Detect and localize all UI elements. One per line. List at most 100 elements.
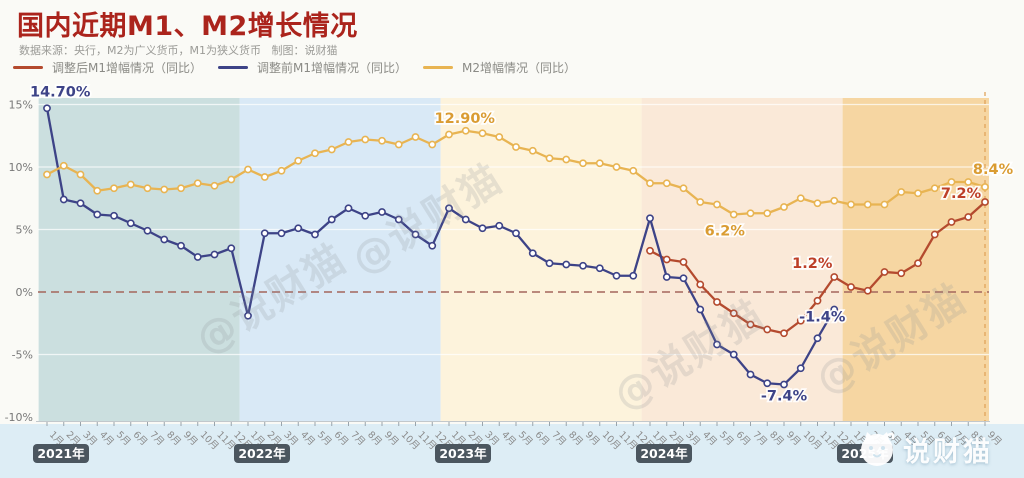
- data-point: [595, 264, 604, 273]
- data-point: [595, 159, 604, 168]
- data-point: [914, 189, 922, 198]
- data-point: [260, 229, 269, 238]
- annotation-label: 12.90%: [435, 111, 496, 127]
- data-point: [562, 155, 571, 164]
- data-point: [629, 271, 638, 280]
- data-point: [361, 135, 370, 144]
- y-tick-label: -5%: [12, 349, 33, 362]
- data-point: [579, 159, 587, 168]
- data-point: [43, 170, 51, 179]
- data-point: [813, 296, 822, 305]
- data-point: [478, 224, 487, 233]
- data-point: [294, 224, 303, 233]
- data-point: [428, 241, 437, 250]
- data-point: [897, 188, 906, 196]
- data-point: [59, 195, 68, 204]
- data-point: [126, 180, 135, 189]
- data-point: [93, 210, 102, 219]
- data-point: [394, 215, 403, 224]
- data-point: [445, 204, 453, 213]
- brand-logo-text: 说财猫: [903, 436, 993, 468]
- data-point: [93, 186, 102, 195]
- y-tick-label: 10%: [9, 161, 33, 174]
- annotation-label: 1.2%: [792, 256, 833, 272]
- data-point: [344, 204, 353, 213]
- data-point: [830, 196, 839, 205]
- data-point: [512, 143, 520, 151]
- legend-label: 调整后M1增幅情况（同比）: [52, 61, 202, 75]
- data-point: [713, 340, 721, 349]
- data-point: [411, 230, 420, 239]
- annotation-label: -1.4%: [799, 310, 846, 326]
- data-point: [897, 269, 906, 278]
- legend-item-1: 调整前M1增幅情况（同比）: [218, 59, 407, 76]
- legend-swatch-icon: [13, 66, 43, 69]
- data-point: [763, 209, 772, 218]
- data-point: [445, 130, 453, 139]
- y-tick-label: 5%: [16, 224, 33, 237]
- data-point: [863, 286, 872, 295]
- year-badge-label: 2022年: [238, 446, 286, 461]
- data-point: [495, 133, 504, 141]
- data-point: [579, 261, 587, 270]
- data-point: [729, 309, 738, 318]
- legend-item-0: 调整后M1增幅情况（同比）: [13, 59, 202, 76]
- data-point: [277, 229, 286, 238]
- annotation-label: 14.70%: [30, 84, 91, 100]
- data-point: [696, 305, 705, 314]
- data-point: [43, 104, 51, 113]
- data-point: [562, 260, 571, 269]
- year-band: [641, 98, 843, 421]
- legend-item-2: M2增幅情况（同比）: [423, 59, 576, 76]
- data-point: [713, 200, 721, 209]
- data-point: [461, 126, 470, 135]
- data-point: [277, 166, 286, 175]
- data-point: [143, 226, 152, 235]
- data-point: [930, 184, 939, 193]
- data-point: [394, 140, 403, 149]
- data-point: [210, 250, 219, 259]
- data-point: [780, 203, 788, 211]
- cat-logo-icon: [861, 432, 895, 466]
- data-point: [830, 305, 839, 314]
- data-point: [227, 244, 236, 253]
- year-band: [38, 98, 240, 421]
- data-point: [746, 209, 755, 218]
- data-point: [763, 379, 772, 388]
- data-point: [796, 364, 805, 373]
- data-point: [327, 145, 336, 154]
- data-point: [244, 165, 252, 174]
- data-point: [813, 334, 822, 343]
- legend-swatch-icon: [423, 66, 453, 69]
- data-point: [528, 146, 537, 155]
- data-point: [110, 211, 118, 220]
- legend-label: 调整前M1增幅情况（同比）: [257, 61, 407, 75]
- chart-subtitle: 数据来源：央行，M2为广义货币，M1为狭义货币 制图：说财猫: [19, 44, 338, 57]
- data-point: [327, 215, 336, 224]
- data-point: [612, 271, 621, 280]
- year-badge-label: 2021年: [37, 446, 85, 461]
- data-point: [696, 280, 705, 289]
- year-badge: [234, 444, 290, 463]
- data-point: [679, 258, 688, 266]
- data-point: [193, 253, 202, 261]
- data-point: [662, 273, 671, 281]
- data-point: [210, 181, 219, 190]
- annotation-label: 7.2%: [941, 186, 982, 202]
- data-point: [981, 183, 989, 191]
- data-point: [947, 218, 956, 226]
- data-point: [76, 170, 85, 179]
- data-point: [193, 179, 202, 188]
- data-point: [126, 219, 135, 228]
- annotation-label: 6.2%: [705, 224, 746, 240]
- data-point: [177, 241, 185, 250]
- data-point: [813, 199, 822, 208]
- data-point: [110, 184, 118, 193]
- legend-swatch-icon: [218, 66, 248, 69]
- data-point: [713, 298, 721, 306]
- data-point: [378, 136, 386, 145]
- data-point: [495, 221, 504, 230]
- year-badge: [33, 444, 89, 463]
- data-point: [294, 156, 303, 165]
- y-tick-label: 0%: [16, 286, 33, 299]
